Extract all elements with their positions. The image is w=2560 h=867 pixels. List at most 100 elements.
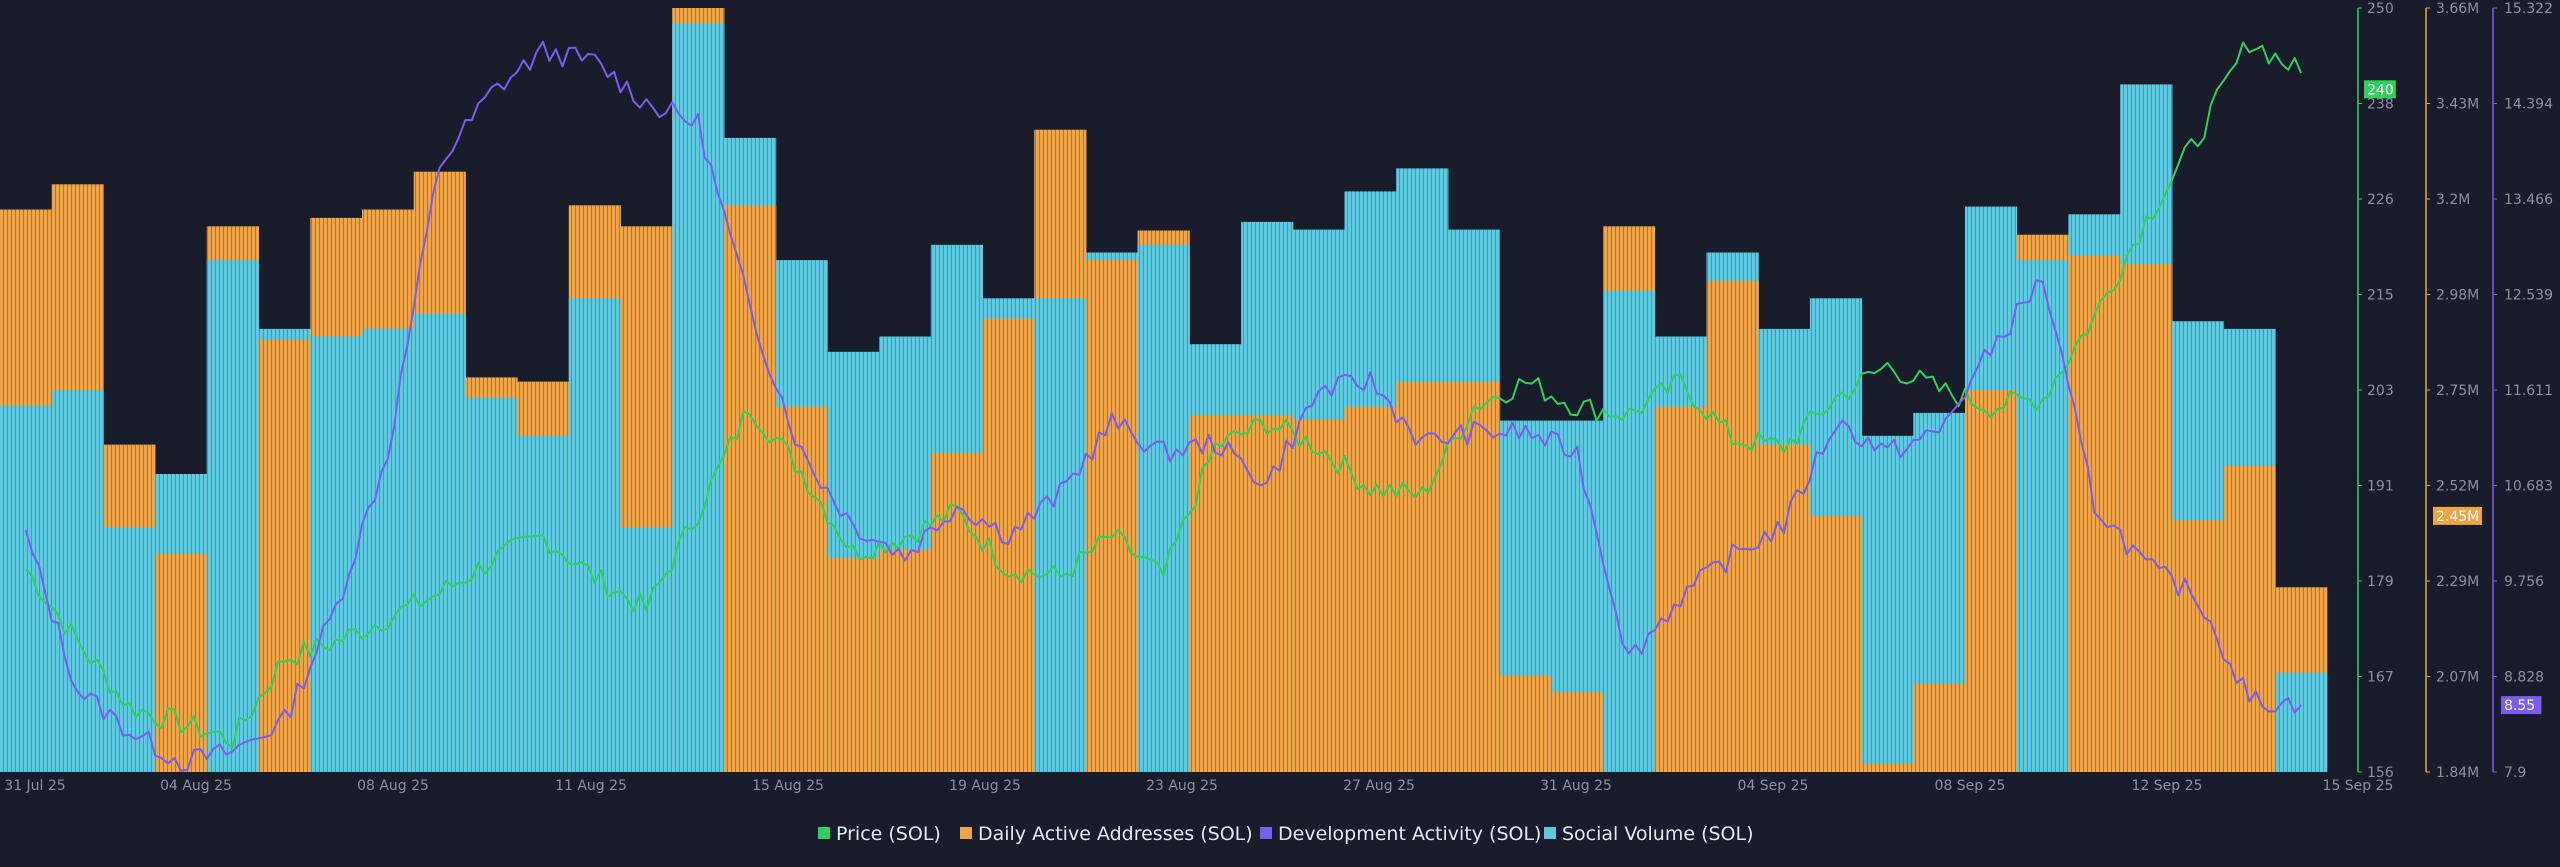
- x-tick-label: 04 Sep 25: [1738, 778, 1809, 794]
- daa-axis-tick-label: 3.2M: [2436, 192, 2470, 208]
- dev-current-value-badge: [2501, 696, 2542, 715]
- daa-bar: [1965, 390, 2018, 772]
- daa-current-value-badge: [2433, 506, 2482, 525]
- daa-bar: [1085, 259, 1139, 772]
- daa-bar: [827, 557, 880, 772]
- social-volume-bar: [517, 435, 570, 772]
- x-tick-label: 04 Aug 25: [160, 778, 232, 794]
- daa-bar: [1292, 419, 1345, 772]
- dev-axis-tick-label: 8.828: [2504, 670, 2544, 686]
- legend-label: Social Volume (SOL): [1562, 823, 1754, 845]
- daa-axis-tick-label: 2.29M: [2436, 574, 2479, 590]
- daa-bar: [1758, 444, 1811, 772]
- dev-axis-tick-label: 10.683: [2504, 479, 2553, 495]
- social-volume-bar: [465, 397, 518, 772]
- daa-axis-tick-label: 2.75M: [2436, 383, 2479, 399]
- daa-bar: [879, 549, 932, 772]
- x-tick-label: 15 Sep 25: [2323, 778, 2394, 794]
- social-volume-bar: [2016, 260, 2069, 772]
- price-line: [25, 41, 2303, 749]
- social-volume-bar: [620, 527, 673, 772]
- daa-bar: [155, 553, 208, 772]
- legend-swatch: [1260, 827, 1272, 839]
- price-axis-tick-label: 191: [2367, 479, 2394, 495]
- social-volume-bar: [672, 23, 725, 773]
- dev-axis-tick-label: 15.322: [2504, 1, 2553, 17]
- price-current-value-label: 240: [2367, 82, 2394, 98]
- social-volume-bar: [1603, 290, 1656, 772]
- x-tick-label: 31 Jul 25: [4, 778, 65, 794]
- daa-bar: [1706, 280, 1759, 772]
- daa-bar: [1861, 763, 1914, 772]
- daa-bar: [930, 453, 983, 772]
- dev-axis-tick-label: 11.611: [2504, 383, 2553, 399]
- x-tick-label: 11 Aug 25: [555, 778, 627, 794]
- social-volume-bar: [1034, 298, 1087, 772]
- x-tick-label: 19 Aug 25: [949, 778, 1021, 794]
- legend-item[interactable]: Price (SOL): [818, 823, 941, 845]
- x-tick-label: 08 Aug 25: [357, 778, 429, 794]
- social-volume-bar: [51, 390, 104, 772]
- social-volume-bar: [1137, 244, 1190, 773]
- legend-item[interactable]: Daily Active Addresses (SOL): [960, 823, 1253, 845]
- daa-bar: [2171, 520, 2225, 772]
- development-activity-line: [24, 40, 2302, 772]
- daa-bar: [1913, 683, 1966, 772]
- daa-bar: [2223, 465, 2276, 772]
- legend-label: Development Activity (SOL): [1278, 823, 1541, 845]
- social-volume-bar: [310, 336, 363, 772]
- x-tick-label: 27 Aug 25: [1343, 778, 1415, 794]
- price-axis-tick-label: 238: [2367, 97, 2394, 113]
- daa-bar: [258, 339, 311, 772]
- daa-bar: [1447, 381, 1501, 772]
- legend-item[interactable]: Development Activity (SOL): [1260, 823, 1541, 845]
- daa-bar: [1551, 692, 1604, 772]
- axes-layer: 31 Jul 25 04 Aug 25 08 Aug 25 11 Aug 25 15 A…: [4, 1, 2553, 794]
- dev-current-value-label: 8.55: [2504, 698, 2535, 714]
- bars-layer: [0, 8, 2328, 773]
- x-tick-label: 31 Aug 25: [1540, 778, 1612, 794]
- x-tick-label: 15 Aug 25: [752, 778, 824, 794]
- x-tick-label: 23 Aug 25: [1146, 778, 1218, 794]
- legend-swatch: [818, 827, 830, 839]
- x-tick-label: 12 Sep 25: [2132, 778, 2203, 794]
- legend-swatch: [960, 827, 972, 839]
- price-axis-tick-label: 250: [2367, 1, 2394, 17]
- price-axis-tick-label: 203: [2367, 383, 2394, 399]
- social-volume-bar: [2275, 672, 2328, 772]
- daa-axis-tick-label: 2.07M: [2436, 670, 2479, 686]
- dev-axis-tick-label: 7.9: [2504, 765, 2526, 781]
- social-volume-bar: [413, 313, 466, 772]
- legend-item[interactable]: Social Volume (SOL): [1544, 823, 1754, 845]
- daa-bar: [1344, 406, 1397, 772]
- daa-bar: [724, 205, 777, 773]
- price-axis-tick-label: 226: [2367, 192, 2394, 208]
- daa-axis-tick-label: 3.66M: [2436, 1, 2479, 17]
- daa-axis-tick-label: 1.84M: [2436, 765, 2479, 781]
- daa-axis-tick-label: 3.43M: [2436, 97, 2479, 113]
- price-current-value-badge: [2364, 80, 2396, 99]
- daa-bar: [775, 406, 828, 772]
- lines-layer: [24, 40, 2303, 772]
- daa-bar: [1396, 381, 1449, 772]
- daa-bar: [2120, 264, 2173, 772]
- dev-axis-tick-label: 14.394: [2504, 97, 2553, 113]
- social-volume-bar: [103, 527, 156, 772]
- dev-axis-tick-label: 9.756: [2504, 574, 2544, 590]
- price-axis-tick-label: 156: [2367, 765, 2394, 781]
- dev-axis-tick-label: 13.466: [2504, 192, 2553, 208]
- legend[interactable]: Price (SOL) Daily Active Addresses (SOL) D…: [818, 823, 1754, 845]
- price-axis-tick-label: 215: [2367, 288, 2394, 304]
- dev-axis-tick-label: 12.539: [2504, 288, 2553, 304]
- daa-bar: [1654, 406, 1707, 772]
- social-volume-bar: [568, 298, 621, 772]
- legend-swatch: [1544, 827, 1556, 839]
- legend-label: Price (SOL): [836, 823, 941, 845]
- social-volume-bar: [206, 260, 259, 772]
- price-axis-tick-label: 179: [2367, 574, 2394, 590]
- daa-bar: [1189, 415, 1242, 772]
- daa-bar: [1809, 515, 1863, 772]
- legend-label: Daily Active Addresses (SOL): [978, 823, 1253, 845]
- price-axis-tick-label: 167: [2367, 670, 2394, 686]
